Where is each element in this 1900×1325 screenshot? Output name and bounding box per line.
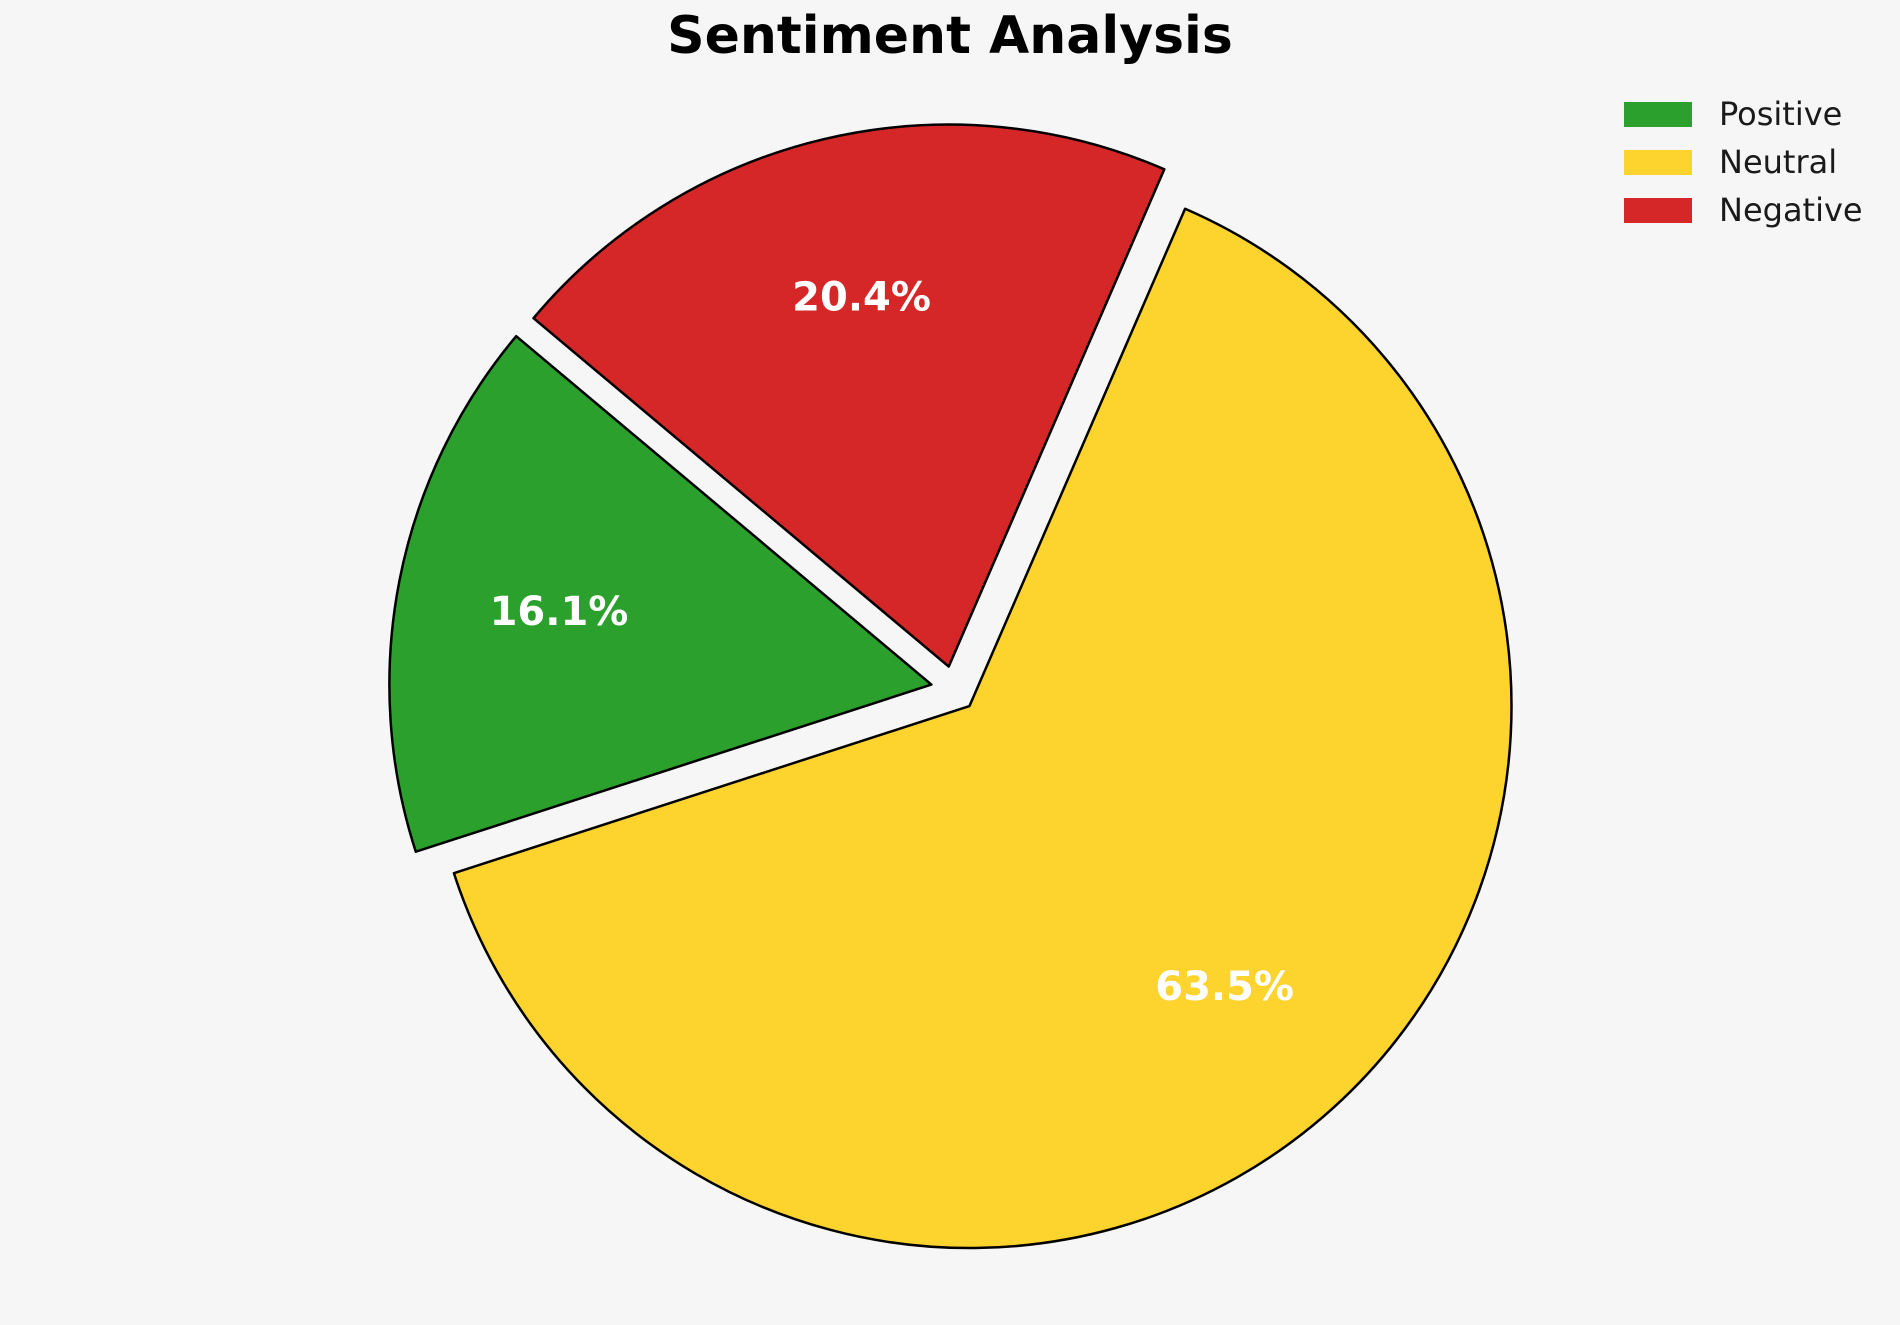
pie-slice-positive	[388, 334, 933, 853]
legend-swatch-negative-icon	[1624, 197, 1692, 223]
pct-label-neutral: 63.5%	[1155, 964, 1294, 1010]
chart-title: Sentiment Analysis	[667, 6, 1233, 66]
pct-label-negative: 20.4%	[792, 274, 931, 320]
legend-label-positive: Positive	[1719, 95, 1843, 133]
legend: Positive Neutral Negative	[1624, 95, 1863, 245]
legend-label-negative: Negative	[1719, 191, 1863, 229]
legend-item-negative: Negative	[1624, 191, 1863, 229]
legend-swatch-neutral-icon	[1624, 149, 1692, 175]
legend-swatch-positive-icon	[1624, 101, 1692, 127]
legend-label-neutral: Neutral	[1719, 143, 1838, 181]
pct-label-positive: 16.1%	[490, 589, 629, 635]
legend-item-neutral: Neutral	[1624, 143, 1863, 181]
legend-item-positive: Positive	[1624, 95, 1863, 133]
pie-slice-negative	[532, 123, 1166, 668]
pie-slice-neutral	[452, 207, 1513, 1250]
